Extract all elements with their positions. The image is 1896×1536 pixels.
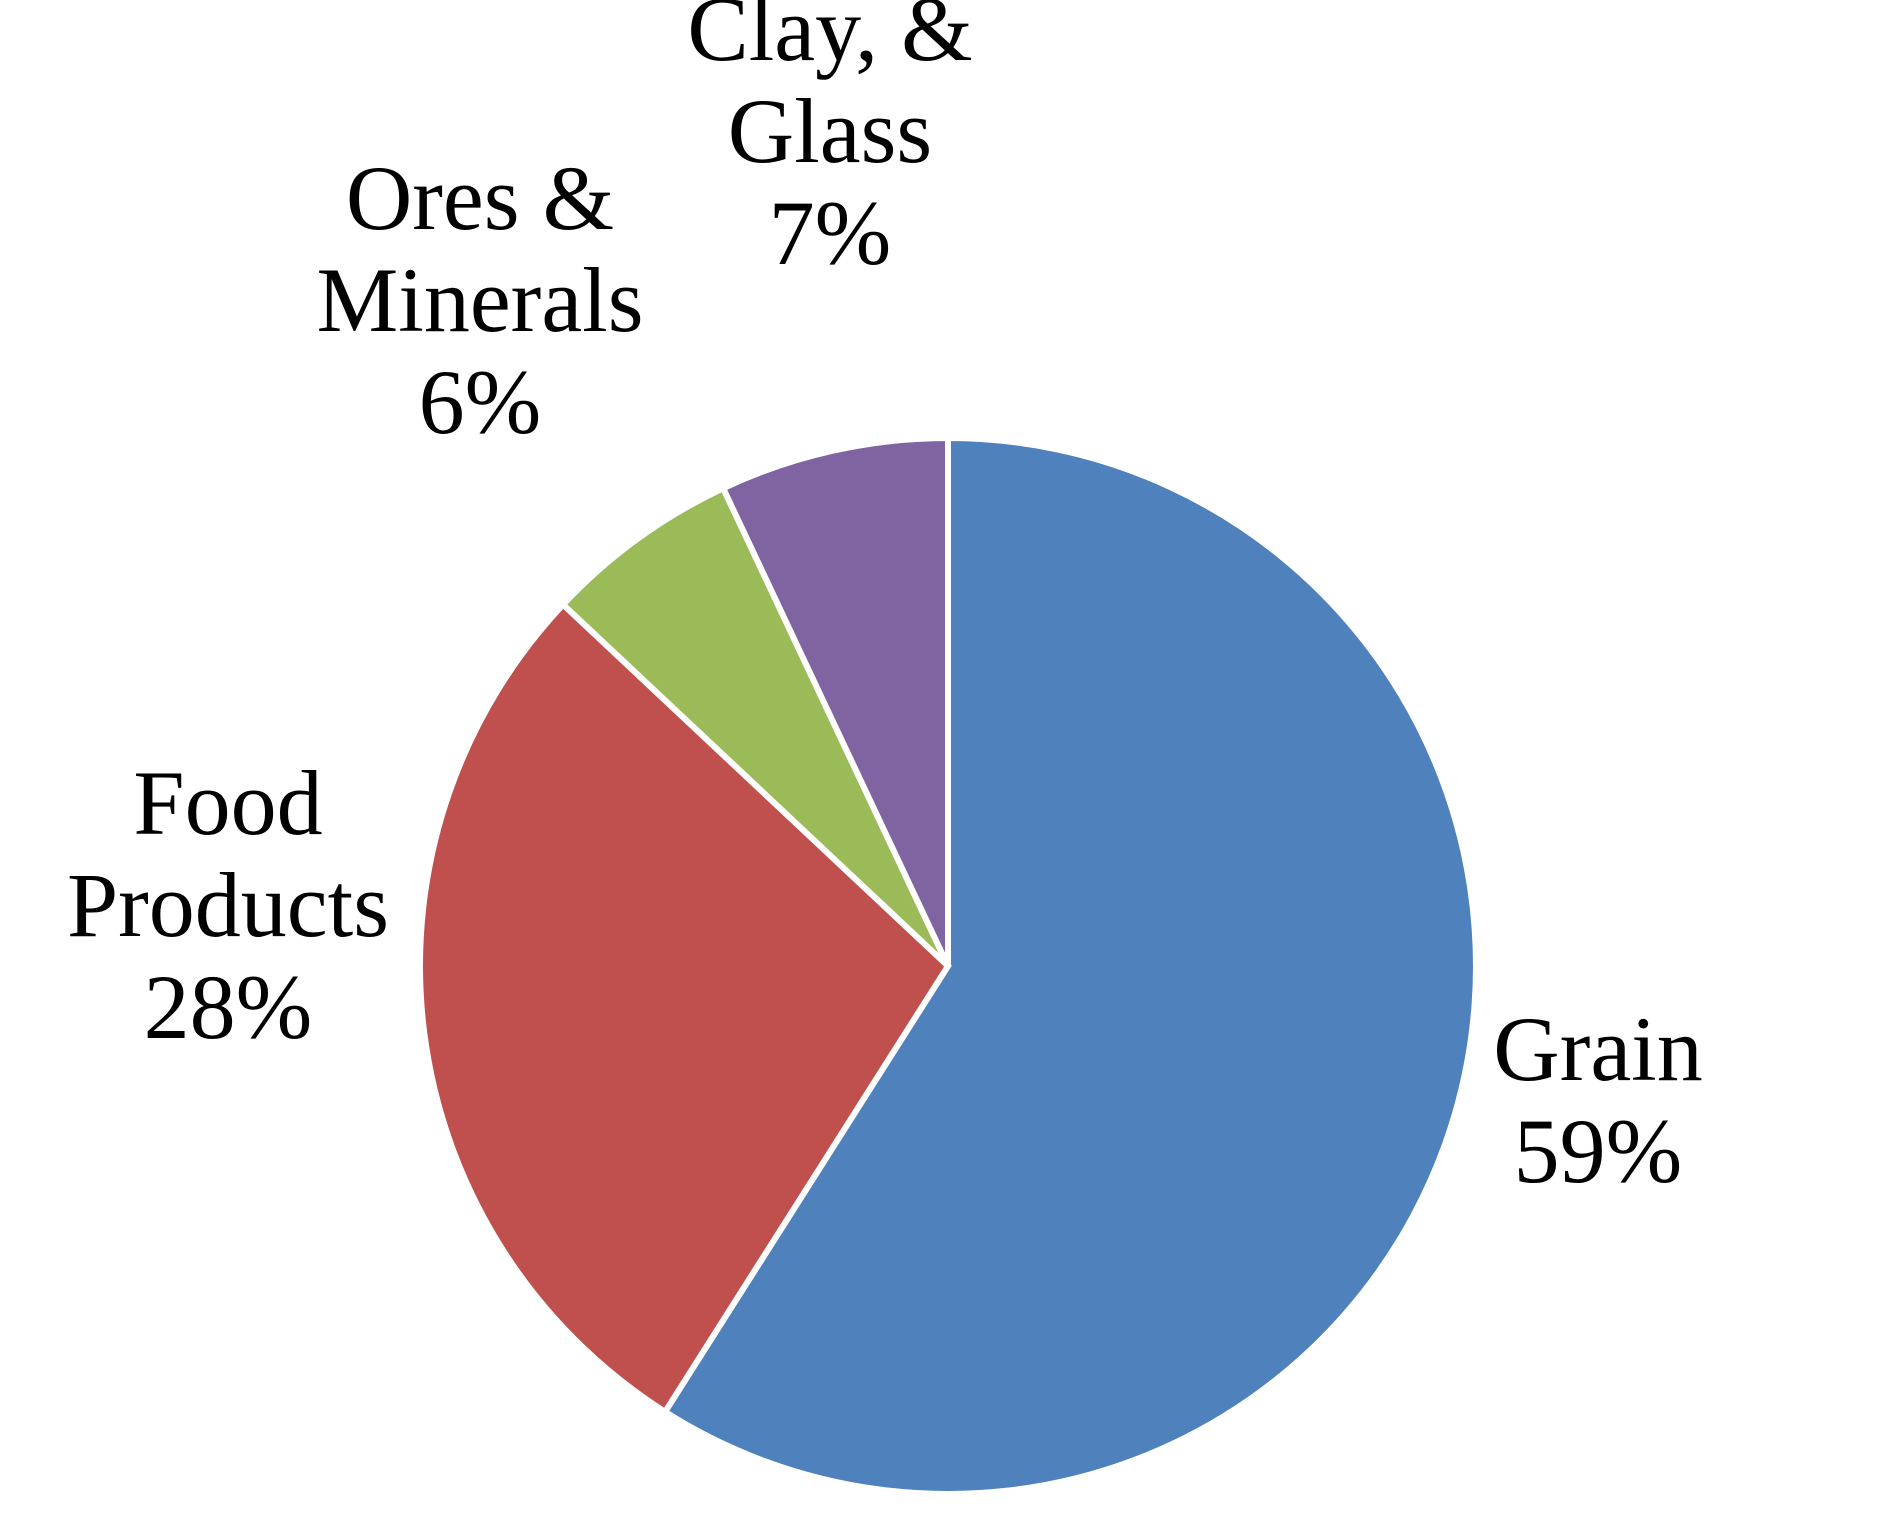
pie-slice-food-products xyxy=(416,600,952,1416)
slice-name-label: Glass xyxy=(728,80,932,182)
pie-slice-ores-and-minerals xyxy=(558,484,951,969)
slice-name-label: Clay, & xyxy=(687,0,972,80)
pie-slice-grain xyxy=(660,434,1479,1497)
slice-value-label: 59% xyxy=(1514,1100,1683,1202)
slice-name-label: Grain xyxy=(1493,998,1702,1100)
slice-value-label: 6% xyxy=(419,351,542,453)
slice-name-label: Food xyxy=(133,752,322,854)
slice-name-label: Ores & xyxy=(346,147,614,249)
pie-slice-stone-clay-and-glass xyxy=(719,434,951,968)
slice-name-label: Minerals xyxy=(316,249,643,351)
slice-value-label: 28% xyxy=(144,956,313,1058)
slice-value-label: 7% xyxy=(769,182,892,284)
slice-name-label: Products xyxy=(67,854,389,956)
pie-slices xyxy=(416,434,1479,1497)
